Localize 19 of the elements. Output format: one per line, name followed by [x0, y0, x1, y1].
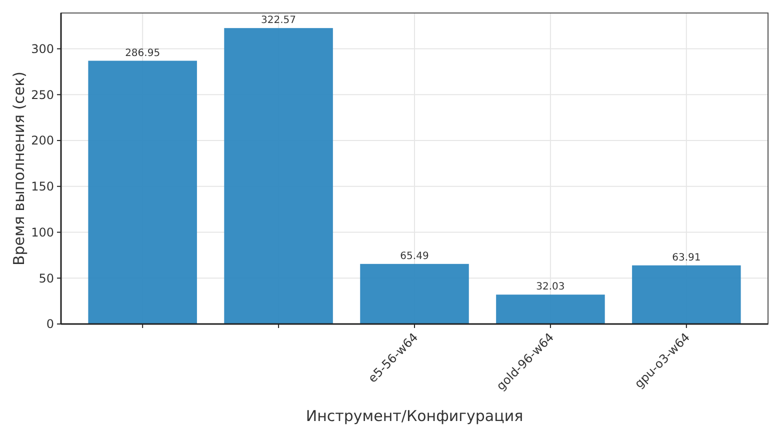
- bar: [88, 60, 197, 324]
- data-label: 63.91: [672, 252, 701, 264]
- y-tick-label: 250: [31, 88, 54, 102]
- y-tick-label: 300: [31, 42, 54, 56]
- y-tick-label: 100: [31, 225, 54, 240]
- y-tick-label: 50: [38, 271, 54, 286]
- y-tick-label: 150: [31, 180, 54, 194]
- bar: [224, 28, 333, 324]
- x-axis-title: Инструмент/Конфигурация: [306, 407, 524, 425]
- y-tick-label: 200: [31, 134, 54, 148]
- bar: [496, 294, 605, 324]
- y-axis-title: Время выполнения (сек): [10, 71, 28, 266]
- data-label: 32.03: [536, 282, 565, 293]
- data-label: 322.57: [261, 15, 296, 26]
- bar: [632, 265, 741, 324]
- data-label: 286.95: [125, 48, 160, 59]
- bar: [360, 264, 469, 324]
- data-label: 65.49: [400, 250, 429, 262]
- y-tick-label: 0: [46, 317, 54, 332]
